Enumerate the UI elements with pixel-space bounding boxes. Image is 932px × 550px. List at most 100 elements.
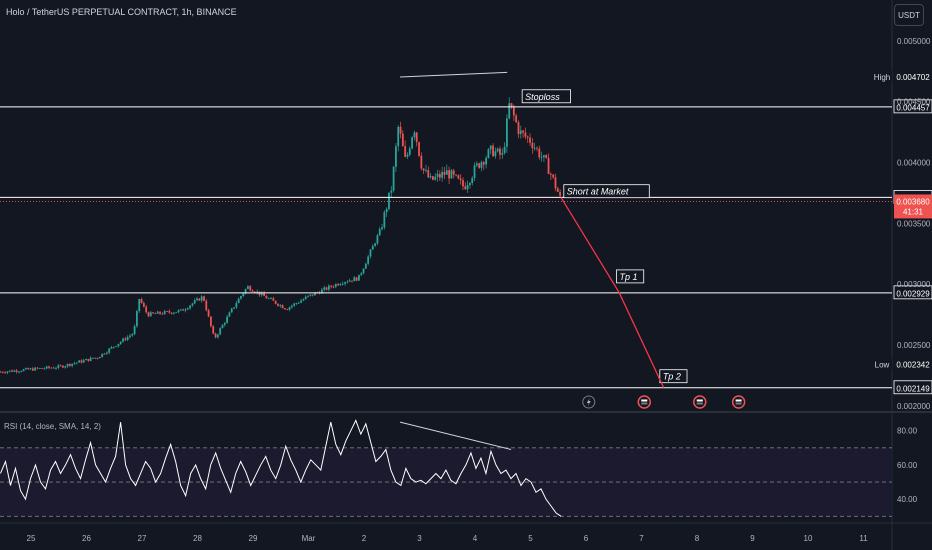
trade-path-line — [560, 197, 665, 389]
countdown: 41:31 — [903, 207, 924, 216]
price-tick-label: 0.004000 — [897, 158, 931, 167]
candle-body — [545, 155, 548, 159]
tp2-price-label: 0.002149 — [896, 384, 930, 393]
current-price-box — [894, 194, 932, 219]
flag-icon-bottom — [735, 402, 742, 405]
price-trendline — [400, 71, 508, 78]
candle-body — [443, 171, 446, 175]
candle-body — [182, 309, 185, 311]
candle-body — [501, 153, 504, 155]
candle-body — [124, 338, 127, 340]
candle-body — [314, 292, 316, 296]
time-tick-label: 3 — [417, 534, 422, 543]
symbol-title[interactable]: Holo / TetherUS PERPETUAL CONTRACT, 1h, … — [6, 7, 237, 17]
time-tick-label: 7 — [639, 534, 644, 543]
candle-body — [233, 307, 235, 309]
lightning-icon[interactable] — [582, 395, 596, 409]
flag-icon[interactable] — [731, 395, 746, 409]
candle-body — [457, 175, 460, 179]
high-tag-box — [873, 70, 892, 84]
candle-body — [344, 282, 346, 284]
candle-body — [383, 212, 386, 228]
event-markers[interactable] — [582, 395, 746, 409]
candle-body — [36, 367, 39, 369]
candle-body — [142, 302, 145, 307]
candle-body — [92, 357, 94, 359]
candle-body — [1, 371, 4, 373]
price-tick-label: 0.002000 — [897, 402, 931, 411]
candle-body — [450, 170, 453, 179]
candle-body — [321, 289, 323, 294]
candle-body — [469, 182, 471, 186]
candle-body — [522, 130, 524, 133]
time-tick-label: 29 — [249, 534, 258, 543]
candle-body — [147, 312, 150, 317]
candle-body — [122, 338, 124, 342]
candle-body — [119, 341, 122, 344]
candle-body — [156, 311, 159, 314]
candle-body — [149, 312, 152, 317]
rsi-tick-label: 80.00 — [897, 427, 918, 436]
candle-body — [517, 122, 520, 134]
rsi-indicator-title[interactable]: RSI (14, close, SMA, 14, 2) — [4, 422, 101, 431]
candle-body — [376, 235, 379, 244]
candle-body — [110, 347, 113, 349]
candle-body — [66, 363, 69, 367]
candle-body — [175, 312, 178, 313]
candle-body — [462, 180, 464, 187]
candle-body — [89, 357, 92, 362]
candle-body — [397, 126, 400, 147]
candle-body — [4, 372, 6, 374]
candle-body — [184, 309, 187, 311]
candle-body — [212, 326, 215, 334]
candle-body — [159, 311, 161, 314]
candle-body — [549, 174, 552, 175]
candle-body — [492, 145, 494, 157]
candle-body — [205, 300, 208, 311]
candle-body — [374, 243, 376, 246]
candle-body — [189, 305, 191, 309]
candle-body — [348, 280, 351, 282]
flag-icon-ring — [731, 395, 746, 409]
candle-body — [94, 357, 97, 359]
candle-body — [52, 367, 55, 369]
rsi-trendline — [399, 421, 512, 451]
candle-body — [302, 299, 305, 301]
candle-body — [281, 305, 284, 309]
candle-body — [489, 145, 492, 150]
flag-icon[interactable] — [693, 395, 707, 409]
currency-button[interactable]: USDT — [894, 4, 924, 26]
flag-icon-ring — [693, 395, 707, 409]
stoploss-annotation: Stoploss — [525, 92, 560, 102]
candle-body — [129, 335, 131, 337]
candle-body — [559, 191, 561, 196]
candle-body — [161, 313, 164, 315]
candle-body — [455, 174, 457, 176]
candle-body — [244, 288, 247, 294]
candle-body — [385, 209, 388, 213]
candle-body — [464, 186, 467, 190]
price-tick-label: 0.003500 — [897, 219, 931, 228]
candle-body — [64, 366, 67, 368]
candle-body — [126, 336, 129, 340]
low-tag: Low — [875, 360, 890, 369]
candle-body — [196, 298, 198, 301]
tp1-annotation: Tp 1 — [620, 272, 638, 282]
time-tick-label: 28 — [193, 534, 202, 543]
flag-icon[interactable] — [637, 395, 652, 409]
candle-body — [438, 173, 441, 178]
candle-body — [274, 300, 277, 304]
candle-body — [378, 229, 381, 236]
flag-icon-bottom — [641, 402, 648, 405]
candle-body — [117, 343, 120, 347]
candle-body — [425, 170, 427, 171]
candle-body — [473, 165, 476, 179]
candle-body — [506, 118, 508, 147]
candle-body — [48, 366, 50, 368]
rsi-series — [0, 419, 562, 517]
rsi-line — [0, 419, 562, 517]
candle-body — [371, 245, 374, 250]
candle-body — [133, 326, 136, 335]
candle-body — [101, 353, 104, 357]
candle-body — [15, 370, 18, 372]
